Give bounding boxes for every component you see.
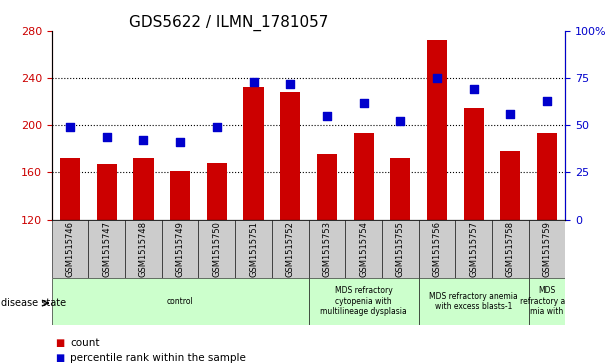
Bar [390, 158, 410, 220]
Bar [464, 107, 484, 220]
Text: GSM1515751: GSM1515751 [249, 221, 258, 277]
Bar [52, 278, 308, 325]
Bar [492, 220, 529, 278]
Point [65, 124, 75, 130]
Bar [529, 278, 565, 325]
Text: disease state: disease state [1, 298, 66, 308]
Point [322, 113, 332, 119]
Text: GSM1515750: GSM1515750 [212, 221, 221, 277]
Point [139, 138, 148, 143]
Bar [280, 92, 300, 220]
Point [285, 81, 295, 87]
Bar [133, 158, 153, 220]
Text: GSM1515753: GSM1515753 [322, 221, 331, 277]
Point [212, 124, 222, 130]
Bar [317, 154, 337, 220]
Point [432, 75, 442, 81]
Bar [198, 220, 235, 278]
Bar [537, 134, 557, 220]
Bar [272, 220, 308, 278]
Point [395, 119, 405, 125]
Text: ■: ■ [55, 338, 64, 348]
Bar [207, 163, 227, 220]
Bar [170, 171, 190, 220]
Text: GSM1515754: GSM1515754 [359, 221, 368, 277]
Bar [60, 158, 80, 220]
Text: GSM1515747: GSM1515747 [102, 221, 111, 277]
Text: count: count [70, 338, 100, 348]
Point [102, 134, 112, 139]
Point [542, 98, 552, 103]
Point [505, 111, 515, 117]
Bar [529, 220, 565, 278]
Text: GSM1515755: GSM1515755 [396, 221, 405, 277]
Bar [52, 220, 88, 278]
Point [175, 139, 185, 145]
Bar [243, 87, 264, 220]
Text: GSM1515748: GSM1515748 [139, 221, 148, 277]
Text: GSM1515749: GSM1515749 [176, 221, 185, 277]
Text: GSM1515746: GSM1515746 [66, 221, 75, 277]
Bar [308, 220, 345, 278]
Text: GDS5622 / ILMN_1781057: GDS5622 / ILMN_1781057 [129, 15, 328, 31]
Bar [345, 220, 382, 278]
Bar [235, 220, 272, 278]
Text: GSM1515756: GSM1515756 [432, 221, 441, 277]
Point [249, 79, 258, 85]
Bar [88, 220, 125, 278]
Point [359, 100, 368, 106]
Bar [382, 220, 419, 278]
Bar [500, 151, 520, 220]
Text: GSM1515758: GSM1515758 [506, 221, 515, 277]
Text: MDS
refractory ane
mia with: MDS refractory ane mia with [520, 286, 575, 316]
Text: GSM1515752: GSM1515752 [286, 221, 295, 277]
Text: ■: ■ [55, 352, 64, 363]
Bar [125, 220, 162, 278]
Bar [162, 220, 198, 278]
Bar [455, 220, 492, 278]
Bar [308, 278, 419, 325]
Bar [353, 134, 374, 220]
Bar [427, 40, 447, 220]
Text: MDS refractory
cytopenia with
multilineage dysplasia: MDS refractory cytopenia with multilinea… [320, 286, 407, 316]
Text: control: control [167, 297, 193, 306]
Text: GSM1515759: GSM1515759 [542, 221, 551, 277]
Bar [97, 164, 117, 220]
Text: percentile rank within the sample: percentile rank within the sample [70, 352, 246, 363]
Text: GSM1515757: GSM1515757 [469, 221, 478, 277]
Text: MDS refractory anemia
with excess blasts-1: MDS refractory anemia with excess blasts… [429, 291, 518, 311]
Point [469, 86, 478, 92]
Bar [419, 220, 455, 278]
Bar [419, 278, 529, 325]
